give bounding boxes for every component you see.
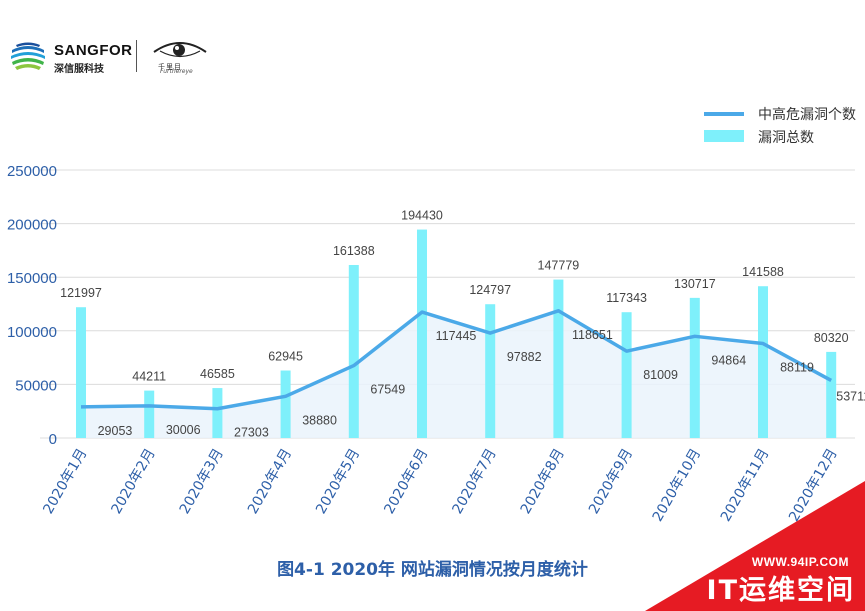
bar [826,351,837,438]
bar [76,307,86,438]
logo-separator [136,40,137,72]
bar-data-label: 80320 [814,331,849,345]
logo-area: SANGFOR 深信服科技 千里目 Furthereye [8,36,218,76]
line-data-label: 88119 [780,361,814,375]
line-data-label: 30006 [166,423,201,437]
bar-data-label: 147779 [538,259,580,273]
y-tick-label: 150000 [7,270,57,287]
bar-data-label: 117343 [606,291,647,305]
watermark: WWW.94IP.COM IT运维空间 [645,481,865,611]
line-data-label: 94864 [711,353,746,367]
series-line [80,309,833,411]
partner-name: 千里目 [158,63,182,71]
brand-name: SANGFOR [54,42,133,59]
bar [758,286,768,438]
bar [280,370,291,438]
x-tick-label: 2020年1月 [40,446,90,517]
bar [144,390,155,438]
y-tick-label: 250000 [7,163,57,180]
legend-bar-swatch [704,130,744,142]
bar-data-label: 141588 [742,265,784,279]
sangfor-logo-icon [10,38,46,74]
bar [348,264,359,438]
watermark-url: WWW.94IP.COM [751,555,849,569]
bar-data-label: 161388 [333,244,375,258]
line-data-label: 97882 [507,350,542,364]
legend-label: 中高危漏洞个数 [758,106,856,123]
bar-data-label: 130717 [674,277,716,291]
figure-caption: 图4-1 2020年 网站漏洞情况按月度统计 [277,560,588,580]
line-data-label: 67549 [370,383,405,397]
x-tick-label: 2020年2月 [109,446,159,517]
bar-data-label: 121997 [60,286,102,300]
bar-data-label: 46585 [200,367,235,381]
legend-label: 漏洞总数 [758,130,814,146]
bar [689,297,700,438]
bar [417,229,427,438]
line-data-label: 38880 [302,413,337,427]
y-tick-label: 200000 [7,217,57,234]
watermark-banner [645,481,865,611]
x-tick-label: 2020年8月 [518,446,568,517]
bar [212,388,223,438]
line-data-label: 81009 [643,368,678,382]
y-tick-label: 100000 [7,324,57,341]
bar-data-label: 44211 [132,370,166,384]
y-tick-label: 0 [49,431,57,448]
eye-logo-icon [153,42,207,58]
x-tick-label: 2020年7月 [450,446,500,517]
line-area [81,310,832,438]
line-data-label: 53711 [836,389,865,403]
y-tick-label: 50000 [15,377,57,394]
x-tick-label: 2020年6月 [381,446,431,517]
partner-subtitle: Furthereye [160,68,193,75]
bar-data-label: 194430 [401,209,443,223]
line-data-label: 117445 [436,329,477,343]
bar-data-label: 124797 [469,283,511,297]
x-tick-label: 2020年9月 [586,446,636,517]
x-tick-label: 2020年3月 [177,446,227,517]
x-tick-label: 2020年5月 [313,446,363,517]
bar [485,304,496,438]
bar-data-label: 62945 [268,350,303,364]
watermark-title: IT运维空间 [706,575,855,606]
x-tick-label: 2020年4月 [245,446,295,517]
brand-subtitle: 深信服科技 [54,64,104,75]
bar [621,312,632,438]
line-data-label: 29053 [98,424,133,438]
line-data-label: 118651 [572,328,613,342]
bar [553,279,564,438]
line-data-label: 27303 [234,426,269,440]
